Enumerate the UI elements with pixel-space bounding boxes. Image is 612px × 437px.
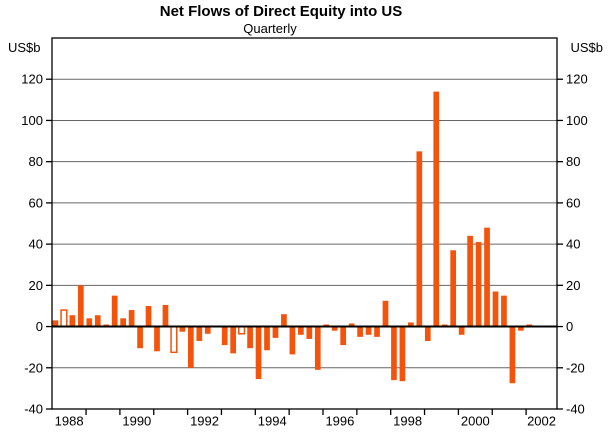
bar-1999Q4 xyxy=(450,250,457,327)
x-label-1990: 1990 xyxy=(122,414,151,429)
bar-1996Q1 xyxy=(323,324,330,327)
bar-1993Q4 xyxy=(247,326,253,349)
x-label-1996: 1996 xyxy=(325,414,354,429)
bar-1993Q3 xyxy=(238,325,246,335)
bar-1991Q3 xyxy=(170,325,178,354)
bar-1988Q4 xyxy=(77,285,84,327)
bar-1989Q1 xyxy=(86,318,93,327)
bar-1993Q2 xyxy=(230,326,237,354)
bar-1990Q2 xyxy=(128,310,135,327)
x-label-1992: 1992 xyxy=(190,414,219,429)
left-y-tick-label-100: 100 xyxy=(21,113,43,128)
right-y-tick-label-60: 60 xyxy=(566,195,580,210)
bar-1995Q2 xyxy=(298,326,304,335)
left-y-tick-label-80: 80 xyxy=(29,154,43,169)
left-y-tick-label--40: -40 xyxy=(24,402,43,417)
bar-1996Q4 xyxy=(348,323,355,327)
bar-2000Q1 xyxy=(458,326,465,335)
bar-1998Q1 xyxy=(391,326,397,381)
x-label-1988: 1988 xyxy=(55,414,84,429)
bar-1998Q3 xyxy=(408,322,414,327)
bar-1992Q3 xyxy=(204,326,211,334)
bar-1992Q1 xyxy=(188,326,194,368)
right-axis-unit-label: US$b xyxy=(570,40,603,55)
bar-1999Q3 xyxy=(441,324,448,327)
x-label-2000: 2000 xyxy=(461,414,490,429)
chart-subtitle: Quarterly xyxy=(243,21,297,36)
bar-2001Q1 xyxy=(492,291,499,327)
bar-1989Q3 xyxy=(103,324,110,327)
bar-1991Q1 xyxy=(154,326,160,352)
x-label-2002: 2002 xyxy=(527,414,556,429)
bar-1991Q2 xyxy=(162,304,169,327)
bar-2000Q4 xyxy=(484,227,490,327)
bar-1988Q3 xyxy=(69,315,76,327)
right-y-tick-label-120: 120 xyxy=(566,72,588,87)
left-y-tick-label--20: -20 xyxy=(24,360,43,375)
bar-1999Q2 xyxy=(433,91,440,327)
left-y-tick-label-0: 0 xyxy=(36,319,43,334)
bar-1995Q4 xyxy=(314,326,321,370)
right-y-tick-label--20: -20 xyxy=(566,360,585,375)
right-y-tick-label-40: 40 xyxy=(566,237,580,252)
bar-1989Q2 xyxy=(94,315,101,327)
x-label-1994: 1994 xyxy=(258,414,287,429)
bar-1998Q2 xyxy=(399,326,406,382)
left-y-tick-label-120: 120 xyxy=(21,72,43,87)
bar-1995Q3 xyxy=(306,326,313,339)
right-y-tick-label-80: 80 xyxy=(566,154,580,169)
plot-border xyxy=(51,37,558,410)
chart-title: Net Flows of Direct Equity into US xyxy=(159,3,403,20)
bar-1996Q2 xyxy=(331,326,338,331)
bar-1990Q1 xyxy=(120,318,126,327)
bar-1996Q3 xyxy=(340,326,347,346)
right-y-tick-label--40: -40 xyxy=(566,402,585,417)
left-y-tick-label-60: 60 xyxy=(29,195,43,210)
bar-1995Q1 xyxy=(289,326,296,355)
bar-1997Q1 xyxy=(357,326,363,337)
bar-1989Q4 xyxy=(111,295,118,327)
bar-1994Q4 xyxy=(281,314,287,327)
right-y-tick-label-20: 20 xyxy=(566,278,580,293)
bar-2000Q3 xyxy=(475,242,482,327)
bar-1991Q4 xyxy=(179,326,186,332)
left-axis-unit-label: US$b xyxy=(8,40,41,55)
right-y-tick-label-0: 0 xyxy=(566,319,573,334)
bar-1994Q3 xyxy=(272,326,279,338)
bar-1988Q2 xyxy=(60,309,68,328)
bar-1990Q4 xyxy=(145,305,152,327)
bar-1988Q1 xyxy=(52,320,59,327)
bar-1990Q3 xyxy=(137,326,143,349)
bar-2001Q4 xyxy=(518,326,524,331)
bar-1997Q4 xyxy=(382,300,389,327)
bar-1993Q1 xyxy=(221,326,228,346)
bar-1997Q3 xyxy=(374,326,380,337)
x-label-1998: 1998 xyxy=(393,414,422,429)
bar-1994Q1 xyxy=(255,326,262,380)
left-y-tick-label-20: 20 xyxy=(29,278,43,293)
bar-1997Q2 xyxy=(365,326,372,335)
bar-2001Q3 xyxy=(509,326,516,384)
bar-2002Q1 xyxy=(526,324,533,327)
bar-1992Q2 xyxy=(196,326,203,341)
right-y-tick-label-100: 100 xyxy=(566,113,588,128)
left-y-tick-label-40: 40 xyxy=(29,237,43,252)
bar-2001Q2 xyxy=(501,295,507,327)
bar-1999Q1 xyxy=(424,326,431,341)
bar-1994Q2 xyxy=(264,326,270,351)
bar-2000Q2 xyxy=(467,235,473,327)
bar-1998Q4 xyxy=(416,151,423,327)
